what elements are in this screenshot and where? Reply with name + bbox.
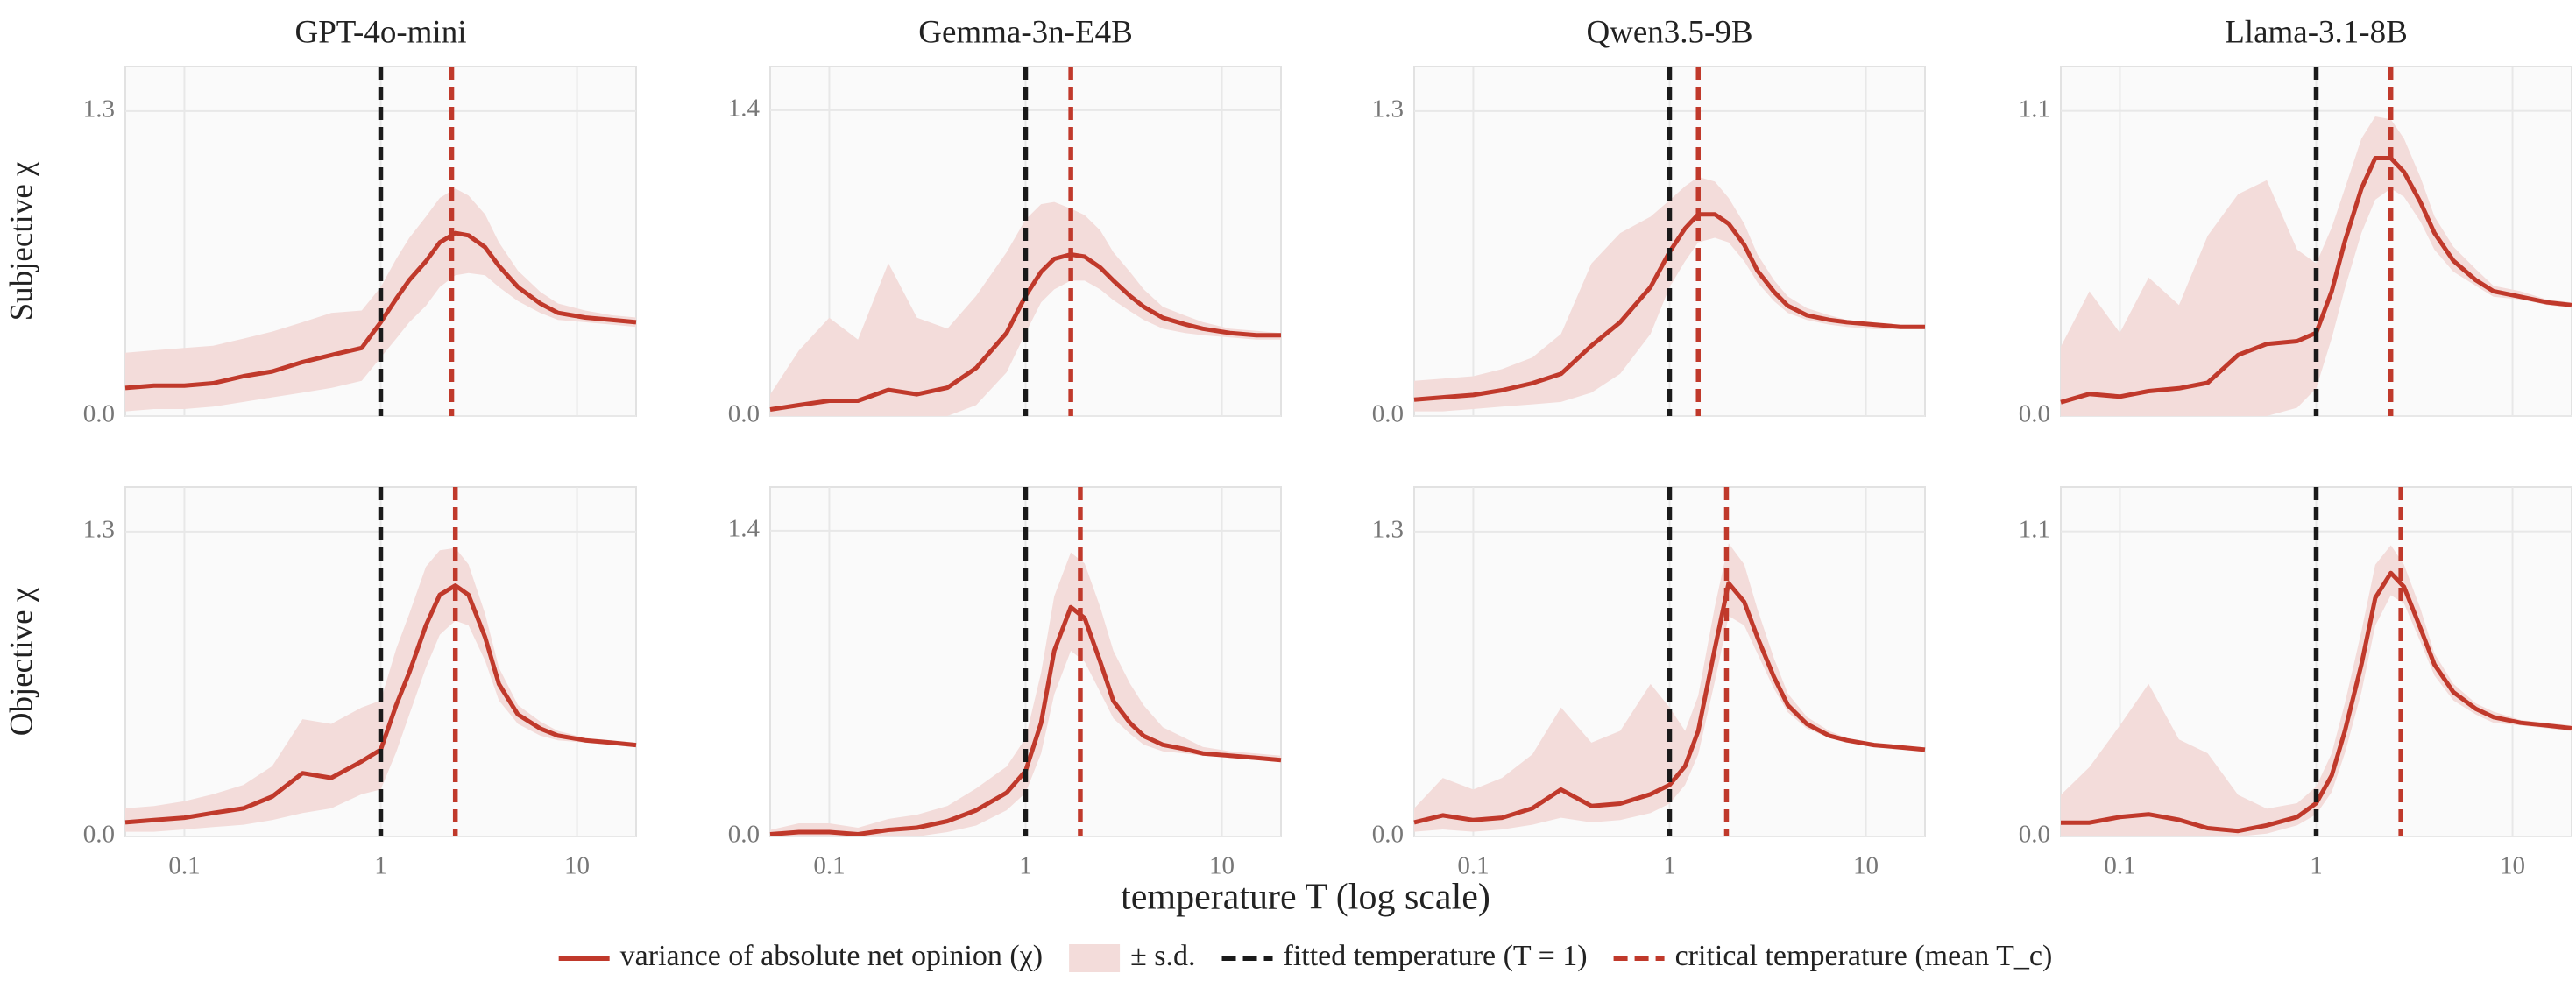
x-tick-label: 0.1 (813, 852, 845, 880)
x-tick-label: 0.1 (2104, 852, 2135, 880)
legend-label: variance of absolute net opinion (χ) (620, 940, 1043, 972)
x-tick-label: 10 (2500, 852, 2525, 880)
panel-title: GPT-4o-mini (295, 14, 467, 50)
panel-title: Gemma-3n-E4B (918, 14, 1133, 50)
y-tick-label: 1.4 (728, 95, 761, 123)
y-tick-label: 0.0 (1372, 400, 1404, 428)
x-tick-label: 10 (1209, 852, 1235, 880)
sd-band (1414, 176, 1925, 412)
line (124, 230, 637, 391)
y-tick-label: 0.0 (1372, 821, 1404, 849)
sd-band (2061, 545, 2572, 836)
line (124, 583, 637, 825)
x-tick-label: 1 (1019, 852, 1032, 880)
x-tick-label: 0.1 (1457, 852, 1489, 880)
y-tick-label: 0.0 (2019, 821, 2050, 849)
legend-label: critical temperature (mean T_c) (1675, 940, 2053, 972)
x-tick-label: 0.1 (168, 852, 200, 880)
y-tick-label: 1.3 (83, 516, 115, 544)
line (2061, 570, 2572, 834)
line (1413, 212, 1925, 402)
line (769, 604, 1282, 836)
legend-label: ± s.d. (1130, 940, 1195, 972)
x-axis-label: temperature T (log scale) (1121, 878, 1490, 918)
y-tick-label: 1.1 (2019, 515, 2050, 543)
y-tick-label: 0.0 (2019, 400, 2050, 428)
x-tick-label: 10 (1853, 852, 1879, 880)
panel-title: Qwen3.5-9B (1586, 14, 1752, 50)
x-tick-label: 10 (564, 852, 590, 880)
y-axis-label: Objective χ (4, 587, 39, 736)
line (2060, 156, 2572, 405)
y-tick-label: 1.1 (2019, 95, 2050, 123)
panel-title: Llama-3.1-8B (2225, 14, 2408, 50)
sd-band (2061, 116, 2572, 416)
y-tick-label: 0.0 (83, 821, 115, 849)
y-tick-label: 0.0 (83, 400, 115, 428)
y-tick-label: 0.0 (728, 821, 760, 849)
x-tick-label: 1 (374, 852, 387, 880)
y-tick-label: 1.3 (1372, 95, 1404, 124)
x-tick-label: 1 (1663, 852, 1676, 880)
y-tick-label: 1.3 (83, 95, 115, 124)
sd-band (1414, 543, 1925, 832)
legend-label: fitted temperature (T = 1) (1284, 940, 1588, 972)
y-tick-label: 0.0 (728, 400, 760, 428)
y-tick-label: 1.4 (728, 515, 761, 543)
legend-swatch (1069, 944, 1121, 972)
x-tick-label: 1 (2310, 852, 2323, 880)
line (769, 252, 1281, 412)
legend: variance of absolute net opinion (χ) ± s.… (558, 940, 2053, 972)
line (1413, 581, 1926, 825)
y-tick-label: 1.3 (1372, 516, 1404, 544)
y-axis-label: Subjective χ (4, 161, 39, 321)
